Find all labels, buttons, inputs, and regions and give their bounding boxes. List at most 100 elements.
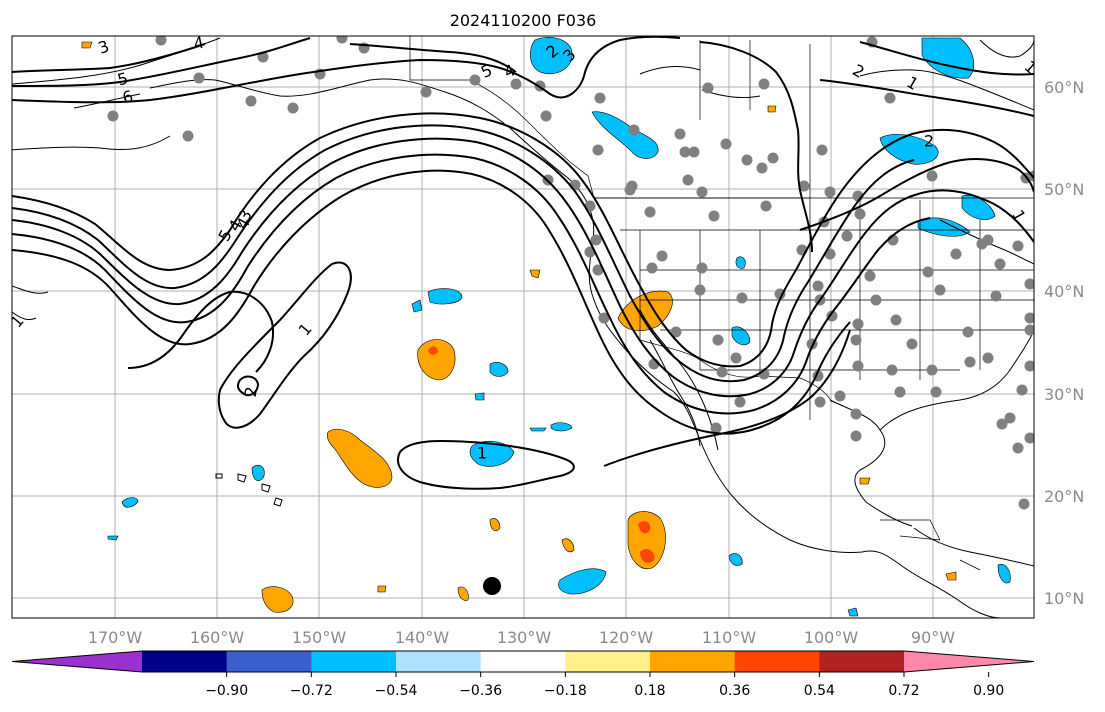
latitude-label: 50°N — [1044, 180, 1084, 199]
colorbar-bin — [650, 651, 736, 672]
station-marker — [930, 386, 942, 398]
station-marker — [886, 364, 898, 376]
colorbar-bin — [142, 651, 228, 672]
station-marker — [646, 262, 658, 274]
longitude-label: 100°W — [804, 628, 859, 647]
station-marker — [592, 264, 604, 276]
colorbar-outline — [11, 650, 1035, 673]
station-marker — [155, 36, 167, 46]
station-marker — [922, 266, 934, 278]
colorbar-tick-label: 0.36 — [719, 683, 750, 699]
colorbar-tick-label: −0.54 — [375, 683, 418, 699]
station-marker — [926, 364, 938, 376]
station-marker — [712, 334, 724, 346]
borders — [409, 36, 1034, 571]
station-marker — [670, 326, 682, 338]
colorbar-tick-label: 0.18 — [634, 683, 665, 699]
station-marker — [679, 146, 691, 158]
station-marker — [741, 154, 753, 166]
colorbar-tick-label: 0.72 — [888, 683, 919, 699]
colorbar-bin — [226, 651, 312, 672]
latitude-label: 60°N — [1044, 78, 1084, 97]
station-marker — [1024, 360, 1034, 372]
longitude-label: 90°W — [911, 628, 955, 647]
station-marker — [850, 408, 862, 420]
station-marker — [720, 138, 732, 150]
colorbar-bin — [565, 651, 651, 672]
colorbar-tick-label: −0.72 — [290, 683, 333, 699]
colorbar-extend-low — [12, 651, 142, 672]
station-marker — [1004, 412, 1016, 424]
station-marker — [592, 144, 604, 156]
station-marker — [826, 310, 838, 322]
longitude-label: 160°W — [190, 628, 245, 647]
station-marker — [906, 338, 918, 350]
station-marker — [854, 208, 866, 220]
station-marker — [182, 130, 194, 142]
station-marker — [934, 284, 946, 296]
station-marker — [287, 102, 299, 114]
longitude-label: 130°W — [497, 628, 552, 647]
colorbar-tick-label: −0.18 — [544, 683, 587, 699]
station-marker — [798, 180, 810, 192]
station-marker — [864, 270, 876, 282]
station-marker — [884, 92, 896, 104]
station-marker — [850, 430, 862, 442]
colorbar-bin — [480, 651, 566, 672]
station-marker — [696, 262, 708, 274]
reference-point-marker — [483, 577, 501, 595]
station-marker — [994, 258, 1006, 270]
station-marker — [594, 92, 606, 104]
station-marker — [540, 110, 552, 122]
station-marker — [656, 250, 668, 262]
longitude-label: 150°W — [292, 628, 347, 647]
latitude-label: 30°N — [1044, 385, 1084, 404]
station-marker — [964, 356, 976, 368]
station-marker — [682, 174, 694, 186]
station-marker — [950, 248, 962, 260]
station-marker — [774, 288, 786, 300]
station-marker — [598, 312, 610, 324]
station-marker — [850, 334, 862, 346]
contour-label: 5 — [115, 69, 130, 90]
station-marker — [870, 294, 882, 306]
station-marker — [760, 200, 772, 212]
station-marker — [628, 124, 640, 136]
station-marker — [702, 82, 714, 94]
station-marker — [696, 186, 708, 198]
station-marker — [420, 86, 432, 98]
colorbar-bin — [311, 651, 397, 672]
station-marker — [1024, 432, 1034, 444]
station-marker — [1024, 312, 1034, 324]
station-marker — [1018, 498, 1030, 510]
contour-lines — [12, 36, 1034, 490]
station-marker — [852, 360, 864, 372]
latitude-label: 20°N — [1044, 487, 1084, 506]
station-marker — [336, 36, 348, 44]
station-marker — [990, 290, 1002, 302]
station-marker — [644, 206, 656, 218]
station-marker — [926, 170, 938, 182]
station-marker — [816, 144, 828, 156]
longitude-label: 170°W — [88, 628, 143, 647]
station-marker — [1024, 278, 1034, 290]
station-marker — [716, 366, 728, 378]
map-title: 2024110200 F036 — [450, 11, 597, 30]
contour-label: 1 — [477, 444, 487, 463]
colorbar-extend-high — [904, 651, 1034, 672]
station-marker — [107, 110, 119, 122]
contour-label: 2 — [924, 132, 934, 151]
station-marker — [590, 234, 602, 246]
station-marker — [1016, 384, 1028, 396]
colorbar-tick-label: −0.90 — [205, 683, 248, 699]
station-marker — [1024, 324, 1034, 336]
station-marker — [708, 210, 720, 222]
station-marker — [814, 396, 826, 408]
contour-label: 4 — [192, 33, 206, 54]
station-marker — [730, 352, 742, 364]
colorbar: −0.90 −0.72 −0.54 −0.36 −0.18 0.18 0.36 0.54 0.7… — [11, 650, 1035, 699]
contour-label: 6 — [120, 87, 135, 108]
colorbar-tick-label: −0.36 — [459, 683, 502, 699]
